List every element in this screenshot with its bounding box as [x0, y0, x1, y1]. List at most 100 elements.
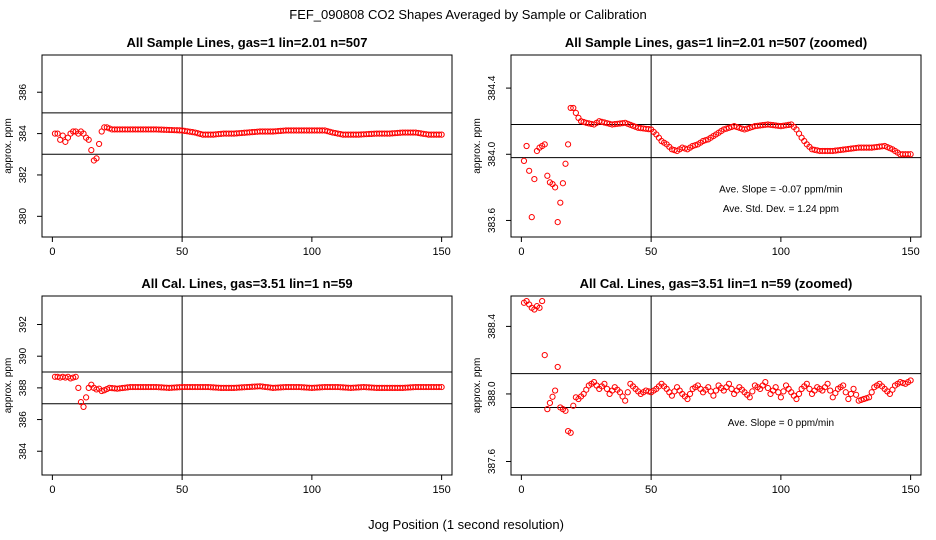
data-point: [793, 395, 800, 403]
x-tick-label: 150: [432, 484, 450, 496]
data-point: [601, 380, 608, 387]
data-point: [764, 384, 771, 392]
data-point: [866, 394, 873, 401]
data-point: [549, 393, 556, 400]
plot-frame: [41, 295, 453, 476]
data-point: [523, 142, 530, 150]
data-point: [435, 383, 443, 391]
data-point: [54, 130, 61, 137]
data-point: [775, 389, 782, 396]
data-point: [567, 104, 574, 112]
data-point: [907, 151, 914, 158]
y-axis-label: approx. ppm: [3, 118, 14, 174]
data-point: [853, 391, 860, 398]
figure-title: FEF_090808 CO2 Shapes Averaged by Sample…: [289, 7, 646, 22]
x-tick-label: 100: [772, 246, 790, 258]
data-point: [827, 387, 834, 394]
data-point: [868, 389, 875, 396]
x-tick-label: 150: [901, 246, 919, 258]
panel-title: All Sample Lines, gas=1 lin=2.01 n=507: [127, 35, 368, 50]
data-point: [780, 388, 787, 395]
x-tick-label: 0: [518, 246, 524, 258]
data-point: [93, 155, 100, 162]
data-point: [562, 160, 569, 167]
data-point: [77, 399, 85, 406]
data-point: [840, 382, 847, 389]
data-point: [520, 157, 528, 164]
data-point: [762, 379, 769, 386]
y-tick-label: 382: [18, 166, 29, 183]
x-tick-label: 100: [303, 246, 321, 258]
y-tick-label: 390: [18, 347, 29, 364]
data-point: [907, 377, 914, 384]
x-tick-label: 150: [901, 484, 919, 496]
y-tick-label: 383.6: [487, 208, 498, 233]
stat-annotation: Ave. Std. Dev. = 1.24 ppm: [723, 204, 839, 215]
data-point: [570, 104, 577, 112]
panel-sample-lines: All Sample Lines, gas=1 lin=2.01 n=507 0 5…: [3, 35, 453, 258]
data-point: [531, 175, 538, 183]
data-point: [772, 384, 779, 391]
data-point: [552, 184, 559, 191]
x-tick-label: 150: [432, 246, 450, 258]
y-tick-label: 384.4: [487, 75, 498, 100]
x-tick-label: 50: [176, 246, 188, 258]
panel-cal-lines-zoomed: All Cal. Lines, gas=3.51 lin=1 n=59 (zoo…: [472, 276, 922, 496]
data-point: [435, 131, 443, 138]
data-point: [692, 142, 699, 149]
data-point: [842, 389, 849, 396]
y-axis-label: approx. ppm: [472, 118, 483, 174]
plot-frame: [510, 54, 922, 238]
y-axis-label: approx. ppm: [3, 358, 14, 414]
y-tick-label: 384: [18, 442, 29, 459]
data-point: [539, 297, 546, 305]
data-point: [746, 394, 753, 401]
data-point: [645, 126, 652, 133]
data-point: [850, 385, 857, 392]
y-tick-label: 380: [18, 208, 29, 225]
data-point: [806, 385, 813, 392]
data-point: [785, 121, 792, 129]
data-point: [72, 373, 79, 380]
data-point: [749, 388, 756, 395]
data-point: [554, 363, 561, 371]
data-point: [552, 387, 559, 394]
data-point: [795, 390, 803, 398]
data-point: [622, 397, 629, 404]
data-point: [526, 167, 533, 174]
y-tick-label: 387.6: [487, 449, 498, 474]
stat-annotation: Ave. Slope = 0 ppm/min: [728, 418, 834, 429]
data-point: [728, 385, 735, 392]
y-tick-label: 384.0: [487, 141, 498, 166]
data-point: [544, 172, 551, 179]
data-point: [85, 136, 92, 143]
data-point: [562, 407, 569, 414]
y-tick-label: 388.0: [487, 381, 498, 406]
x-tick-label: 100: [303, 484, 321, 496]
data-point: [777, 394, 784, 401]
panel-cal-lines: All Cal. Lines, gas=3.51 lin=1 n=59 0 50 10…: [3, 276, 453, 496]
x-tick-label: 100: [772, 484, 790, 496]
data-point: [624, 389, 631, 396]
stat-annotation: Ave. Slope = -0.07 ppm/min: [719, 184, 843, 195]
data-point: [98, 387, 105, 395]
panel-title: All Cal. Lines, gas=3.51 lin=1 n=59 (zoo…: [580, 276, 853, 291]
data-point: [570, 402, 577, 409]
data-point: [710, 392, 717, 399]
y-tick-label: 384: [18, 125, 29, 142]
data-point: [70, 128, 77, 135]
x-tick-label: 50: [176, 484, 188, 496]
data-point: [88, 147, 95, 154]
data-point: [684, 395, 691, 403]
data-point: [51, 130, 59, 137]
data-point: [541, 141, 548, 148]
y-tick-label: 386: [18, 83, 29, 100]
data-point: [80, 403, 87, 410]
data-point: [904, 151, 912, 158]
data-point: [559, 180, 566, 187]
panel-sample-lines-zoomed: All Sample Lines, gas=1 lin=2.01 n=507 (…: [472, 35, 922, 258]
data-point: [536, 304, 543, 311]
plot-frame: [41, 54, 453, 238]
plot-frame: [510, 295, 922, 476]
